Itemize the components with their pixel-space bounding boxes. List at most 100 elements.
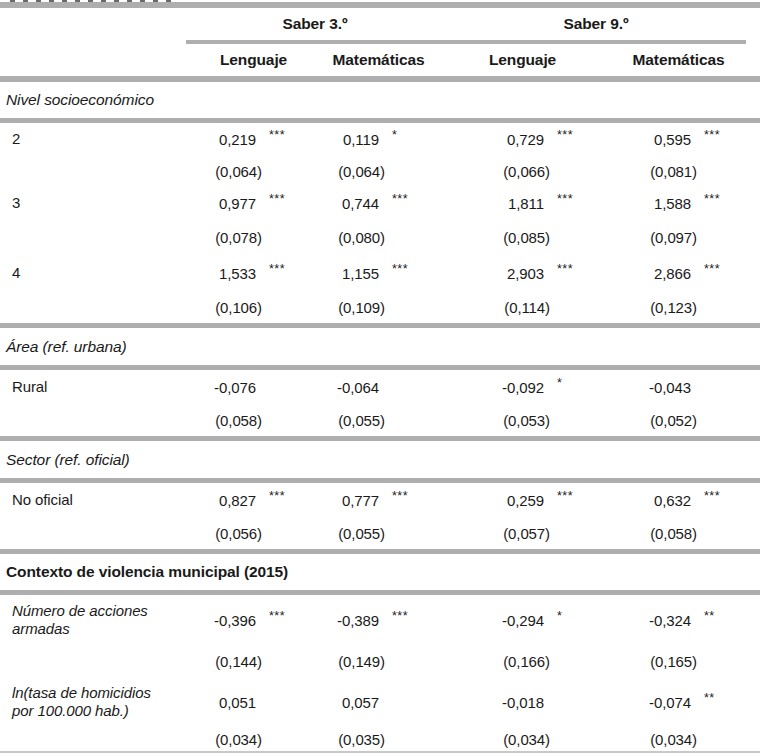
se-cell: (0,064) (190, 163, 262, 180)
std-error-row: (0,034) (0,035) (0,034) (0,034) (0, 727, 760, 751)
significance-stars: *** (550, 128, 605, 142)
subheader-s3-lenguaje: Lenguaje (190, 51, 317, 69)
coef-cell: 0,977 (190, 195, 262, 212)
coef-cell: 2,903 (440, 265, 550, 282)
subheader-s9-matematicas: Matemáticas (605, 51, 752, 69)
significance-stars: *** (385, 262, 440, 276)
row-label: 2 (0, 130, 190, 148)
row-label: ln(tasa de homicidios por 100.000 hab.) (0, 684, 190, 720)
se-cell: (0,034) (190, 731, 262, 748)
coef-cell: 0,744 (317, 195, 385, 212)
col-group-saber-3: Saber 3.º (190, 15, 440, 33)
row-label: No oficial (0, 491, 190, 509)
row-label: Número de acciones armadas (0, 602, 190, 638)
se-cell: (0,144) (190, 653, 262, 670)
coef-cell: 0,729 (440, 131, 550, 148)
coef-cell: 0,827 (190, 492, 262, 509)
std-error-row: (0,106) (0,109) (0,114) (0,123) (0, 291, 760, 323)
section-header-nivel-socioeconomico: Nivel socioeconómico (0, 82, 760, 118)
std-error-row: (0,056) (0,055) (0,057) (0,058) (0, 517, 760, 549)
std-error-row: (0,058) (0,055) (0,053) (0,052) (0, 404, 760, 436)
significance-stars: *** (385, 609, 440, 623)
coef-cell: 0,595 (605, 131, 697, 148)
se-cell: (0,035) (317, 731, 385, 748)
se-cell: (0,055) (317, 525, 385, 542)
std-error-row: (0,078) (0,080) (0,085) (0,097) (0, 219, 760, 255)
se-cell: (0,034) (440, 731, 550, 748)
table-row-nse2: 2 0,219 *** 0,119 * 0,729 *** 0,595 *** (0, 123, 760, 155)
table-row-rural: Rural -0,076 -0,064 -0,092 * -0,043 (0, 370, 760, 404)
column-group-header-row: Saber 3.º Saber 9.º (0, 8, 760, 40)
se-cell: (0,109) (317, 299, 385, 316)
significance-stars: *** (385, 489, 440, 503)
row-label: Rural (0, 378, 190, 396)
significance-stars: *** (550, 489, 605, 503)
coef-cell: -0,092 (440, 379, 550, 396)
significance-stars: *** (385, 192, 440, 206)
se-cell: (0,097) (605, 229, 697, 246)
std-error-row: (0,144) (0,149) (0,166) (0,165) (0, 645, 760, 677)
section-header-sector: Sector (ref. oficial) (0, 441, 760, 478)
se-cell: (0,053) (440, 412, 550, 429)
significance-stars: * (550, 609, 605, 623)
se-cell: (0,052) (605, 412, 697, 429)
significance-stars: *** (697, 128, 752, 142)
coef-cell: 1,811 (440, 195, 550, 212)
row-label: 3 (0, 194, 190, 212)
row-label: 4 (0, 264, 190, 282)
coef-cell: -0,396 (190, 612, 262, 629)
coef-cell: 0,057 (317, 694, 385, 711)
std-error-row: (0,064) (0,064) (0,066) (0,081) (0, 155, 760, 187)
significance-stars: *** (262, 489, 317, 503)
se-cell: (0,080) (317, 229, 385, 246)
table-row-tasa-homicidios: ln(tasa de homicidios por 100.000 hab.) … (0, 677, 760, 727)
subheader-s3-matematicas: Matemáticas (317, 51, 440, 69)
coef-cell: 0,051 (190, 694, 262, 711)
se-cell: (0,106) (190, 299, 262, 316)
se-cell: (0,034) (605, 731, 697, 748)
significance-stars: *** (262, 128, 317, 142)
results-table-page: Saber 3.º Saber 9.º Lenguaje Matemáticas… (0, 0, 760, 756)
coef-cell: 0,777 (317, 492, 385, 509)
coef-cell: -0,076 (190, 379, 262, 396)
significance-stars: *** (262, 262, 317, 276)
significance-stars: *** (262, 609, 317, 623)
coef-cell: 0,632 (605, 492, 697, 509)
cropped-text-fragment (10, 0, 178, 2)
coef-cell: 0,219 (190, 131, 262, 148)
significance-stars: *** (550, 262, 605, 276)
table-row-nse3: 3 0,977 *** 0,744 *** 1,811 *** 1,588 **… (0, 187, 760, 219)
coef-cell: 0,259 (440, 492, 550, 509)
significance-stars: ** (697, 691, 752, 705)
significance-stars: * (385, 128, 440, 142)
coef-cell: 2,866 (605, 265, 697, 282)
table-row-nse4: 4 1,533 *** 1,155 *** 2,903 *** 2,866 **… (0, 255, 760, 291)
coef-cell: -0,043 (605, 379, 697, 396)
significance-stars: *** (697, 489, 752, 503)
table-row-acciones-armadas: Número de acciones armadas -0,396 *** -0… (0, 595, 760, 645)
coef-cell: -0,018 (440, 694, 550, 711)
subject-header-row: Lenguaje Matemáticas Lenguaje Matemática… (0, 44, 760, 76)
coef-cell: -0,074 (605, 694, 697, 711)
coef-cell: -0,324 (605, 612, 697, 629)
section-header-area: Área (ref. urbana) (0, 328, 760, 365)
se-cell: (0,081) (605, 163, 697, 180)
significance-stars: *** (262, 192, 317, 206)
section-header-contexto-violencia: Contexto de violencia municipal (2015) (0, 554, 760, 590)
coef-cell: -0,294 (440, 612, 550, 629)
table-row-no-oficial: No oficial 0,827 *** 0,777 *** 0,259 ***… (0, 483, 760, 517)
se-cell: (0,149) (317, 653, 385, 670)
coef-cell: 1,533 (190, 265, 262, 282)
se-cell: (0,057) (440, 525, 550, 542)
significance-stars: *** (697, 262, 752, 276)
significance-stars: * (550, 376, 605, 390)
significance-stars: ** (697, 609, 752, 623)
coef-cell: 1,588 (605, 195, 697, 212)
col-group-saber-9: Saber 9.º (440, 15, 752, 33)
subheader-s9-lenguaje: Lenguaje (440, 51, 605, 69)
coef-cell: -0,064 (317, 379, 385, 396)
se-cell: (0,078) (190, 229, 262, 246)
coef-cell: 0,119 (317, 131, 385, 148)
significance-stars: *** (550, 192, 605, 206)
se-cell: (0,114) (440, 299, 550, 316)
